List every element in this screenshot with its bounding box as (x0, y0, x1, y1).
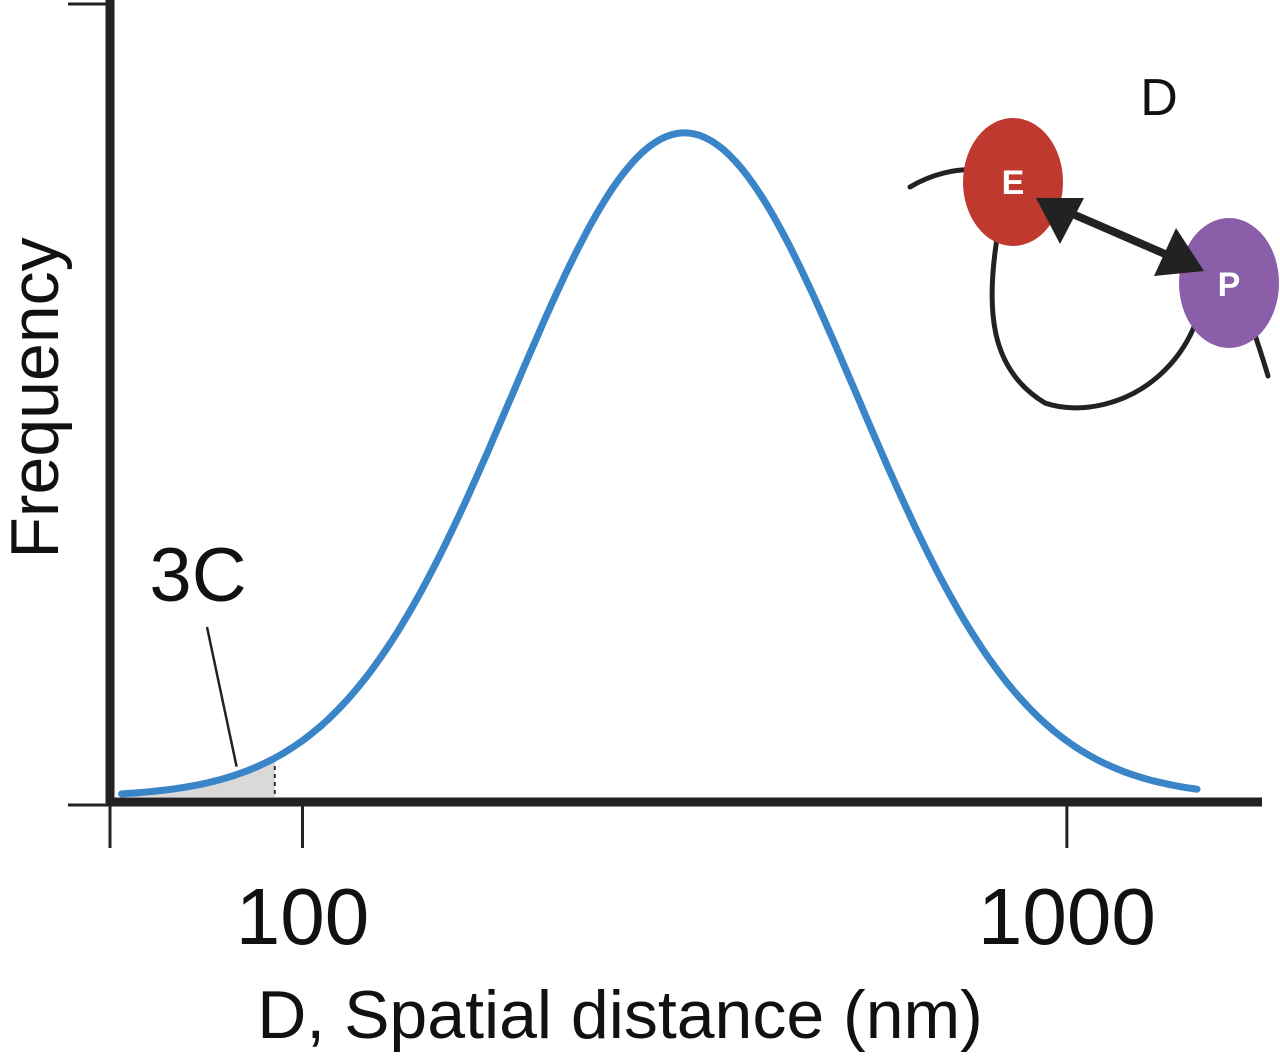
y-axis-title: Frequency (0, 237, 73, 558)
x-axis-title: D, Spatial distance (nm) (257, 977, 983, 1053)
x-tick-label-100: 100 (236, 872, 369, 961)
promoter-node-label: P (1218, 266, 1241, 304)
enhancer-node-label: E (1002, 164, 1025, 202)
inset-d-label: D (1140, 69, 1178, 127)
enhancer-node (963, 118, 1063, 246)
annotation-3c-pointer (205, 626, 238, 767)
interaction-arrow-shaft (1066, 208, 1174, 261)
arrowhead-left-icon (1036, 198, 1084, 244)
shaded-3c-region (121, 758, 275, 797)
distribution-curve (118, 129, 1201, 798)
arrowhead-right-icon (1154, 228, 1204, 276)
ep-loop-illustration: D E P (907, 69, 1279, 411)
curve-layer (118, 129, 1201, 798)
axes (68, 0, 1262, 848)
x-ticks: 100 1000 (236, 806, 1156, 961)
promoter-node (1179, 218, 1279, 348)
annotation-3c-label: 3C (149, 533, 246, 618)
x-tick-label-1000: 1000 (978, 872, 1156, 961)
annotation-3c: 3C (149, 533, 247, 767)
